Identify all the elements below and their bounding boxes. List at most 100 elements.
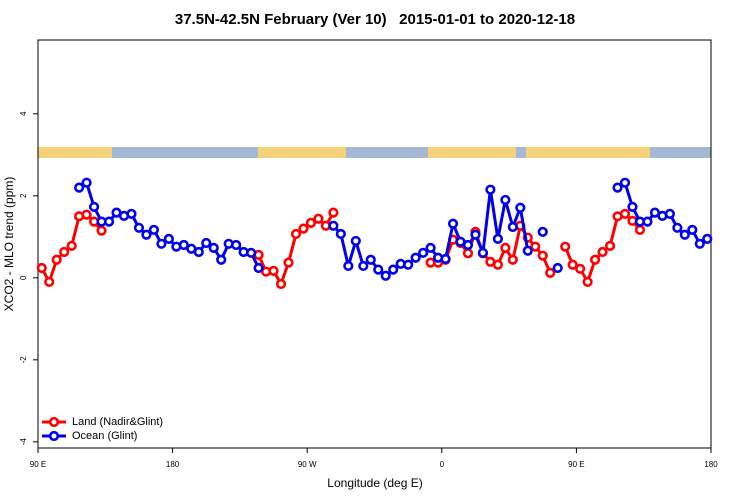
point	[373, 264, 384, 275]
point	[358, 260, 369, 272]
point	[313, 213, 324, 224]
y-tick-label: -2	[19, 356, 28, 364]
point	[231, 239, 242, 251]
point	[687, 224, 698, 235]
x-axis-label: Longitude (deg E)	[327, 476, 422, 490]
point	[500, 242, 511, 253]
legend-marker	[48, 430, 60, 442]
point	[612, 182, 623, 193]
point	[694, 238, 705, 249]
point	[96, 225, 107, 236]
point	[66, 240, 77, 251]
legend-label: Land (Nadir&Glint)	[72, 416, 163, 428]
point	[567, 259, 578, 270]
point	[664, 208, 675, 219]
point	[627, 201, 638, 212]
point	[425, 242, 436, 253]
point	[530, 241, 541, 252]
point	[418, 247, 429, 258]
point	[156, 238, 167, 249]
point	[126, 208, 137, 219]
point	[500, 194, 511, 206]
point	[253, 262, 264, 274]
point	[679, 229, 690, 240]
point	[44, 276, 55, 288]
point	[470, 229, 481, 240]
x-tick-label: 180	[166, 460, 180, 469]
point	[702, 233, 713, 244]
point	[515, 202, 526, 213]
point	[328, 220, 339, 231]
point	[522, 245, 533, 256]
x-tick-label: 90 W	[298, 460, 317, 469]
point	[283, 257, 294, 268]
legend-marker	[48, 416, 60, 428]
point	[462, 239, 474, 251]
point	[246, 247, 257, 258]
point	[507, 221, 518, 233]
point	[59, 246, 70, 258]
point	[492, 233, 503, 244]
point	[492, 259, 503, 270]
point	[305, 217, 317, 228]
point	[290, 228, 302, 240]
point	[88, 201, 100, 212]
point	[440, 253, 451, 265]
point	[604, 240, 616, 251]
point	[507, 254, 518, 265]
chart-title: 37.5N-42.5N February (Ver 10) 2015-01-01…	[175, 11, 575, 28]
point	[642, 216, 653, 227]
point	[447, 218, 459, 229]
point	[485, 184, 496, 195]
point	[619, 208, 631, 219]
point	[268, 265, 279, 276]
point	[582, 276, 593, 288]
point	[343, 260, 354, 272]
x-tick-label: 90 E	[568, 460, 584, 469]
point	[148, 224, 160, 235]
point	[51, 254, 62, 265]
point	[380, 270, 391, 281]
point	[350, 235, 361, 247]
point	[462, 248, 474, 259]
point	[552, 262, 563, 274]
point	[193, 246, 204, 258]
y-axis-label: XCO2 - MLO trend (ppm)	[2, 177, 16, 312]
point	[589, 254, 601, 265]
point	[672, 222, 683, 233]
point	[275, 278, 287, 290]
point	[133, 222, 145, 233]
legend-label: Ocean (Glint)	[72, 430, 137, 442]
point	[560, 241, 571, 252]
point	[403, 259, 414, 270]
y-tick-label: 4	[19, 111, 28, 116]
point	[410, 252, 421, 263]
x-tick-label: 180	[704, 460, 718, 469]
y-tick-label: -4	[19, 438, 28, 446]
point	[388, 264, 399, 275]
point	[634, 224, 646, 235]
point	[141, 229, 152, 240]
point	[178, 239, 189, 251]
x-tick-label: 90 E	[30, 460, 46, 469]
land-mask-strip	[38, 147, 711, 158]
point	[619, 177, 631, 188]
plot-frame	[37, 39, 712, 449]
point	[365, 254, 376, 265]
point	[597, 246, 608, 258]
point	[163, 233, 174, 244]
point	[103, 216, 115, 227]
y-tick-label: 0	[19, 275, 28, 280]
x-tick-label: 0	[440, 460, 445, 469]
point	[575, 263, 586, 274]
point	[298, 223, 309, 234]
point	[201, 237, 212, 249]
point	[545, 267, 556, 279]
point	[216, 254, 227, 265]
point	[36, 262, 47, 274]
point	[477, 247, 489, 258]
point	[81, 209, 92, 220]
point	[74, 182, 85, 193]
point	[537, 226, 548, 238]
